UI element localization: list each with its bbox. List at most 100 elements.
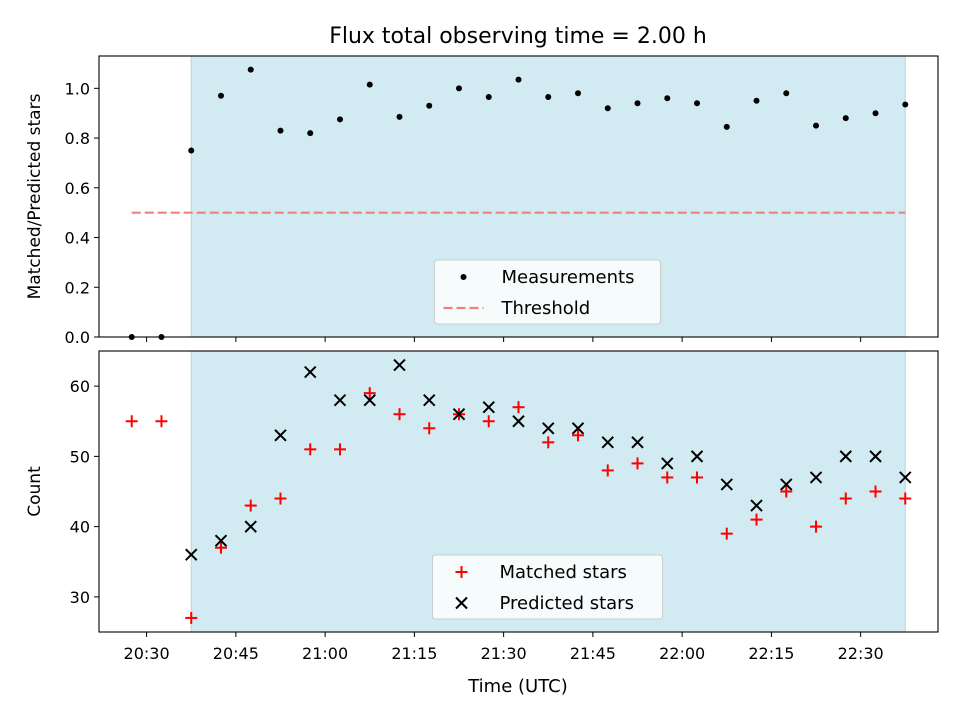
y-tick-label: 0.4 [65,229,90,248]
y-tick-label: 30 [70,588,90,607]
measurements-point [545,94,552,101]
legend-box [434,259,661,325]
measurements-point [604,105,611,112]
measurements-point [515,76,522,83]
chart-title: Flux total observing time = 2.00 h [329,24,707,49]
x-stroke [601,436,614,449]
matched-stars-point [780,485,793,498]
x-stroke [899,471,912,484]
legend-label-matched-stars: Matched stars [500,562,627,583]
x-stroke [393,358,406,372]
x-stroke [661,457,674,470]
matched-stars-point [363,387,376,400]
y-tick-label: 40 [70,518,90,537]
measurements-point [336,116,343,123]
x-stroke [750,499,763,512]
measurements-point [366,81,373,88]
predicted-stars-point [780,478,793,491]
measurements-point [723,123,730,130]
x-tick-label: 21:30 [481,644,527,663]
measurements-point [634,100,641,107]
x-stroke [333,393,347,407]
matched-stars-point [333,443,346,456]
y-axis-label: Count [25,466,45,517]
legend-label-measurements: Measurements [502,267,635,288]
x-stroke [363,393,376,407]
legend-matched-stars-swatch [455,566,468,578]
matched-stars-point [274,492,287,505]
matched-stars-point [304,443,317,456]
x-stroke [869,450,882,463]
x-tick-label: 22:15 [748,644,794,663]
legend-box [432,554,663,620]
x-stroke [571,422,585,435]
axes-frame [98,350,939,633]
matched-stars-point [601,464,614,477]
x-stroke [482,400,495,414]
matched-stars-point [839,492,852,505]
measurements-point [664,95,671,102]
x-stroke [809,471,823,484]
measurements-point [872,110,879,117]
measurements-point [575,90,582,97]
y-tick-label: 1.0 [65,79,90,98]
matched-stars-point [423,422,436,435]
predicted-stars-point [720,478,733,491]
x-stroke [631,436,644,449]
matched-stars-point [810,520,823,533]
matched-stars-point [750,513,763,526]
predicted-stars-point [690,450,704,463]
measurements-point [813,122,820,129]
axes-frame [98,55,939,338]
legend: Matched stars Predicted stars [432,554,663,620]
y-axis-label: Matched/Predicted stars [25,93,45,299]
count-panel: 20:30 20:45 21:00 21:15 21:30 21:45 22:00 22:15… [25,350,939,663]
x-tick-label: 20:30 [124,644,170,663]
x-stroke [185,548,198,561]
matched-stars-point [185,611,198,624]
matched-stars-point [631,457,644,470]
measurements-point [783,90,790,97]
x-tick-label: 21:45 [570,644,616,663]
measurements-point [902,101,909,108]
matched-stars-point [542,436,555,449]
y-tick-label: 0.0 [65,328,90,347]
y-tick-label: 0.8 [65,129,90,148]
measurements-point [307,130,314,137]
y-tick-label: 60 [70,377,90,396]
measurements-point [694,100,701,107]
x-stroke [542,422,555,435]
measurements-point [753,97,760,104]
y-tick-label: 0.2 [65,278,90,297]
predicted-stars-point [839,450,852,463]
matched-stars-point [482,415,495,428]
predicted-stars-point [482,400,495,414]
x-axis-label: Time (UTC) [467,676,568,697]
x-stroke [304,365,317,379]
predicted-stars-point [869,450,882,463]
predicted-stars-point [452,408,466,421]
predicted-stars-point [899,471,912,484]
predicted-stars-point [750,499,763,512]
y-tick-label: 50 [70,447,90,466]
legend-predicted-stars-swatch [455,596,468,610]
x-tick-label: 22:00 [659,644,705,663]
matched-stars-point [720,527,733,540]
predicted-stars-point [304,365,317,379]
matched-stars-point [572,429,585,442]
measurements-point [842,115,849,122]
y-tick-label: 0.6 [65,179,90,198]
predicted-stars-point [363,393,376,407]
legend-label-threshold: Threshold [501,298,591,319]
measurements-point [277,127,284,134]
x-stroke [839,450,852,463]
x-stroke [720,478,733,491]
predicted-stars-point [542,422,555,435]
measurements-point [485,94,492,101]
measurements-point [455,85,462,92]
x-stroke [780,478,793,491]
predicted-stars-point [423,393,436,407]
matched-stars-point [869,485,882,498]
x-tick-label: 21:15 [391,644,437,663]
matched-stars-point [125,415,138,428]
